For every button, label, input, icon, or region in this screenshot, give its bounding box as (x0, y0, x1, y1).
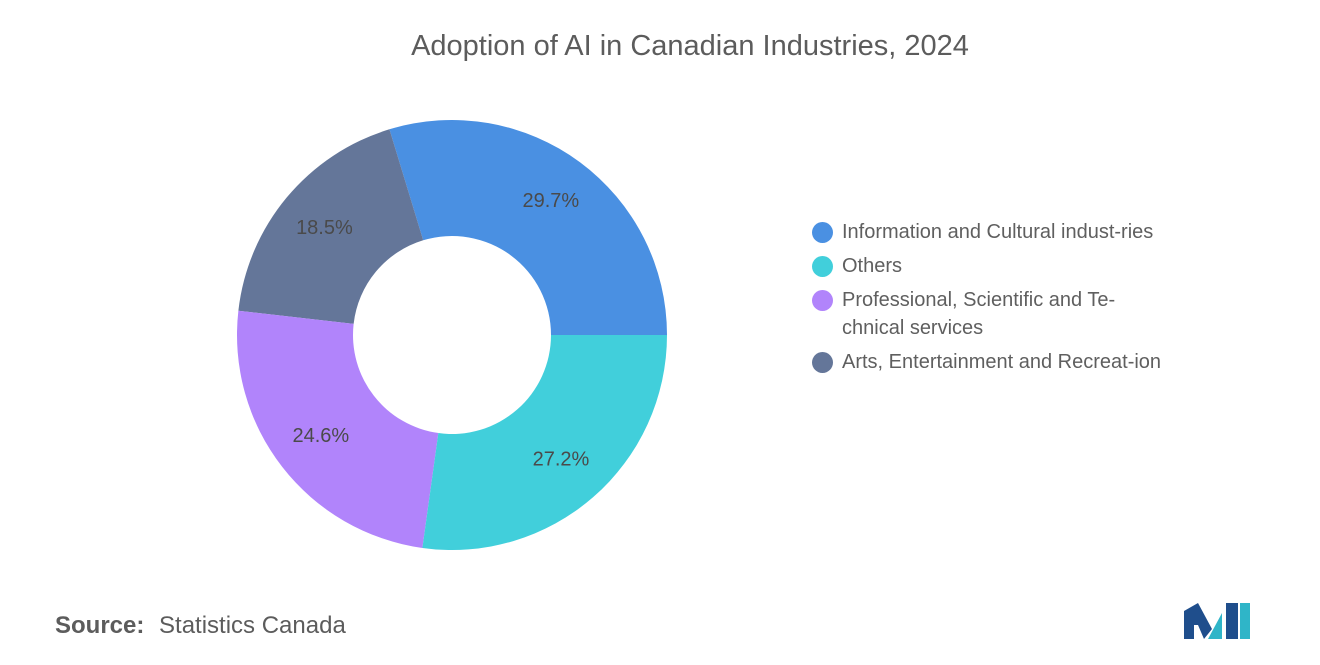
legend-label: Others (842, 255, 903, 277)
slice-others[interactable] (422, 335, 667, 551)
legend-label: Arts, Entertainment and Recreat-ion (842, 351, 1162, 373)
legend-item[interactable]: Information and Cultural indust-ries (812, 218, 1182, 246)
legend-swatch-3 (812, 352, 833, 373)
source-text: Statistics Canada (159, 612, 346, 639)
legend-item[interactable]: Others (812, 252, 1182, 280)
legend-swatch-2 (812, 290, 833, 311)
donut-slice-labels: 29.7% 18.5% 24.6% 27.2% (292, 190, 589, 471)
chart-title: Adoption of AI in Canadian Industries, 2… (411, 30, 969, 62)
slice-arts-entertainment-and-recreation[interactable] (238, 129, 424, 324)
donut-slices (236, 119, 667, 551)
legend-item[interactable]: Arts, Entertainment and Recreat-ion (812, 348, 1182, 376)
legend-label: Professional, Scientific and Te-chnical … (842, 289, 1116, 339)
data-label-others: 27.2% (533, 448, 590, 470)
legend-swatch-0 (812, 222, 833, 243)
legend-item[interactable]: Professional, Scientific and Te-chnical … (812, 286, 1182, 342)
data-label-professional-scientific-and-technical-services: 24.6% (292, 425, 349, 447)
legend-swatch-1 (812, 256, 833, 277)
data-label-information-and-cultural-industries: 29.7% (522, 190, 579, 212)
slice-information-and-cultural-industries[interactable] (389, 119, 667, 335)
mordor-intelligence-logo-icon (1184, 603, 1250, 639)
legend: Information and Cultural indust-ries Oth… (812, 218, 1182, 382)
source-note: Source: Statistics Canada (55, 612, 346, 640)
data-label-arts-entertainment-and-recreation: 18.5% (296, 217, 353, 239)
slice-professional-scientific-and-technical-services[interactable] (236, 310, 439, 548)
source-label: Source: (55, 612, 145, 639)
legend-label: Information and Cultural indust-ries (842, 221, 1154, 243)
